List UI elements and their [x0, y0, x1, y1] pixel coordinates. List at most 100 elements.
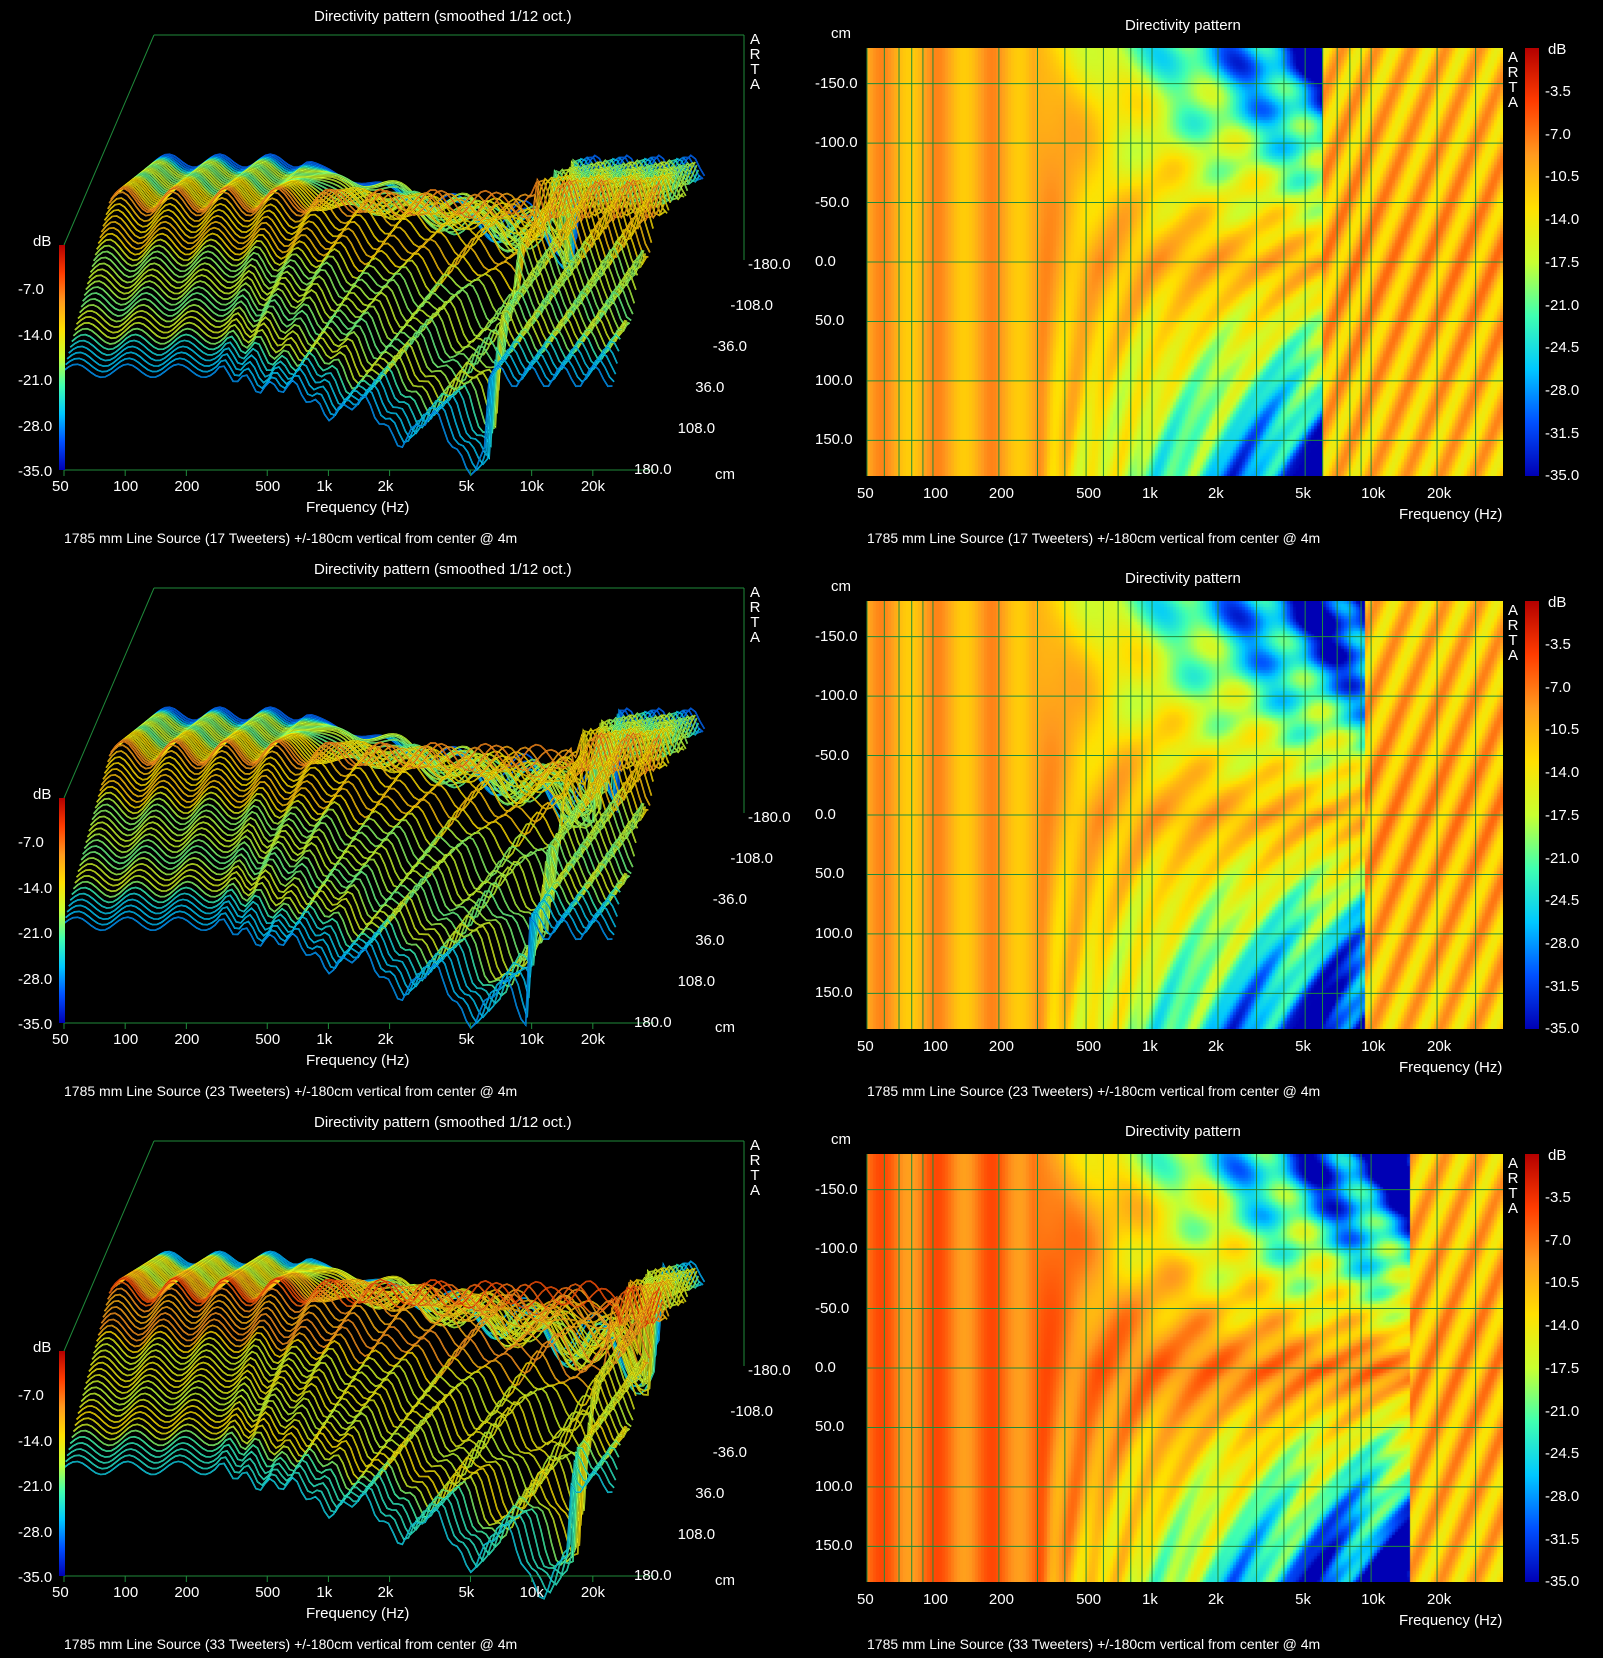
waterfall-plot	[59, 587, 745, 1030]
x-tick-label: 200	[174, 478, 200, 495]
surface-line-shadow	[63, 916, 613, 1029]
colorbar-tick-label: -24.5	[1545, 339, 1580, 357]
colorbar-tick-label: -17.5	[1545, 1359, 1580, 1377]
z-axis-unit: cm	[715, 1019, 735, 1036]
surface-line	[71, 333, 621, 434]
x-tick-label: 20k	[580, 1031, 605, 1048]
x-tick-label: 500	[1076, 1038, 1102, 1055]
y-axis-unit: dB	[33, 786, 52, 803]
x-tick-label: 5k	[458, 1031, 475, 1048]
x-tick-label: 50	[52, 1584, 69, 1601]
heatmap-panel: Directivity pattern cm dB Frequency (Hz) 178…	[803, 553, 1603, 1103]
x-tick-label: 10k	[519, 1031, 544, 1048]
surface-line-shadow	[110, 734, 660, 774]
x-tick-label: 200	[988, 1591, 1014, 1608]
y-axis-unit: cm	[831, 578, 851, 595]
y-tick-label: -150.0	[815, 627, 858, 645]
y-tick-label: -7.0	[18, 1387, 44, 1404]
x-tick-label: 1k	[1142, 485, 1158, 502]
x-tick-label: 2k	[377, 1584, 394, 1601]
y-tick-label: 50.0	[815, 1418, 845, 1436]
x-tick-label: 500	[255, 1031, 281, 1048]
colorbar-tick-label: -21.0	[1545, 1402, 1580, 1420]
y-tick-label: -28.0	[18, 1523, 53, 1541]
colorbar-tick-label: -24.5	[1545, 1445, 1580, 1463]
y-tick-label: -35.0	[18, 463, 53, 480]
heatmap-grid	[866, 48, 1539, 476]
colorbar-unit: dB	[1548, 594, 1567, 611]
chart-title: Directivity pattern (smoothed 1/12 oct.)	[314, 8, 572, 25]
y-tick-label: 0.0	[815, 806, 836, 823]
y-tick-label: -150.0	[815, 1180, 858, 1198]
x-tick-label: 50	[857, 485, 874, 502]
watermark-letter: A	[1507, 49, 1518, 66]
y-tick-label: -7.0	[18, 281, 44, 298]
chart-title: Directivity pattern	[1125, 17, 1241, 34]
y-tick-label: 0.0	[815, 1359, 836, 1376]
watermark-letter: R	[1507, 64, 1519, 81]
x-tick-label: 10k	[1361, 485, 1386, 502]
db-colorbar	[59, 1351, 65, 1576]
surface-line-shadow	[77, 1405, 627, 1525]
surface-line-shadow	[79, 1399, 629, 1514]
y-axis-unit: cm	[831, 25, 851, 42]
colorbar-unit: dB	[1548, 41, 1567, 58]
colorbar-tick-label: -7.0	[1545, 1231, 1571, 1249]
watermark-letter: A	[1507, 94, 1518, 111]
y-tick-label: -14.0	[18, 879, 53, 897]
waterfall-panel: Directivity pattern (smoothed 1/12 oct.)…	[0, 553, 800, 1103]
surface-line-shadow	[107, 743, 657, 785]
surface-line-shadow	[63, 1461, 613, 1599]
heatmap-grid	[866, 601, 1539, 1029]
colorbar-tick-label: -28.0	[1545, 1487, 1580, 1505]
y-tick-label: -50.0	[815, 1299, 850, 1317]
frame-line	[63, 1140, 155, 1352]
watermark-letter: T	[1508, 632, 1518, 649]
chart-title: Directivity pattern (smoothed 1/12 oct.)	[314, 1114, 572, 1131]
db-colorbar	[1525, 601, 1539, 1029]
y-tick-label: 150.0	[815, 431, 853, 449]
surface-line	[66, 1448, 617, 1586]
colorbar-tick-label: -31.5	[1545, 424, 1580, 442]
surface-line-shadow	[79, 303, 629, 391]
surface-line-shadow	[93, 1343, 643, 1431]
surface-line-shadow	[74, 322, 624, 427]
z-tick-label: -36.0	[712, 338, 747, 355]
surface-line-shadow	[71, 334, 621, 433]
z-tick-label: 180.0	[634, 1014, 672, 1031]
z-tick-label: -108.0	[730, 1403, 773, 1420]
watermark-letter: R	[749, 599, 761, 616]
x-tick-label: 5k	[458, 478, 475, 495]
z-tick-label: 36.0	[695, 1485, 725, 1502]
colorbar-tick-label: -7.0	[1545, 125, 1571, 143]
x-tick-label: 100	[113, 1031, 139, 1048]
waterfall-plot	[59, 1140, 745, 1600]
surface-line-shadow	[76, 1411, 626, 1546]
surface-line-shadow	[90, 1356, 640, 1445]
chart-title: Directivity pattern	[1125, 570, 1241, 587]
y-tick-label: -14.0	[18, 326, 53, 344]
colorbar-tick-label: -3.5	[1545, 1189, 1571, 1206]
x-tick-label: 10k	[1361, 1038, 1386, 1055]
surface-line-shadow	[81, 1393, 630, 1511]
surface-line-shadow	[65, 358, 615, 471]
y-tick-label: 50.0	[815, 865, 845, 883]
y-axis-unit: cm	[831, 1131, 851, 1148]
z-tick-label: 180.0	[634, 1567, 672, 1584]
surface-line	[63, 363, 613, 477]
surface-line-shadow	[105, 751, 655, 796]
surface-line-shadow	[109, 1281, 658, 1330]
surface-line-shadow	[107, 190, 657, 229]
chart-caption: 1785 mm Line Source (17 Tweeters) +/-180…	[867, 530, 1321, 546]
surface-line-shadow	[98, 229, 647, 294]
watermark-letter: T	[750, 1167, 760, 1184]
x-tick-label: 100	[922, 1038, 948, 1055]
z-tick-label: 108.0	[677, 1526, 716, 1543]
x-tick-label: 2k	[1207, 1038, 1224, 1055]
z-tick-label: -36.0	[712, 891, 747, 908]
surface-line-shadow	[73, 1424, 622, 1562]
chart-caption: 1785 mm Line Source (23 Tweeters) +/-180…	[64, 1083, 518, 1099]
y-tick-label: 150.0	[815, 984, 853, 1002]
